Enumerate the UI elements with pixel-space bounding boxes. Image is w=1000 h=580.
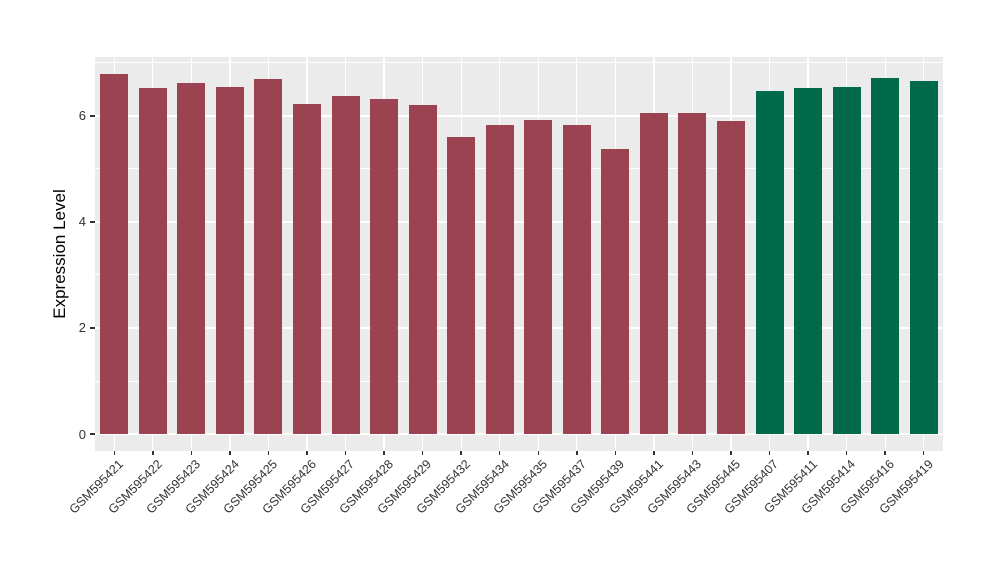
y-tick-mark — [90, 221, 95, 223]
x-tick-mark — [113, 451, 116, 455]
minor-gridline — [95, 62, 943, 64]
x-tick-mark — [152, 451, 154, 455]
x-tick-mark — [344, 451, 347, 455]
x-tick-mark — [922, 451, 925, 455]
minor-gridline — [95, 168, 943, 170]
major-gridline — [95, 221, 943, 223]
y-tick-label: 2 — [78, 320, 86, 336]
x-tick-mark — [691, 451, 694, 455]
bar-GSM595423 — [177, 82, 206, 435]
x-tick-mark — [383, 451, 385, 455]
bar-GSM595432 — [447, 136, 476, 435]
bar-GSM595435 — [524, 120, 553, 435]
bar-GSM595421 — [100, 73, 129, 435]
bar-GSM595437 — [562, 124, 591, 435]
y-tick-label: 4 — [78, 214, 86, 230]
x-tick-mark — [421, 451, 424, 455]
bar-GSM595445 — [717, 120, 745, 435]
bar-GSM595422 — [138, 88, 167, 435]
y-axis-title: Expression Level — [50, 189, 69, 319]
x-tick-mark — [730, 451, 732, 455]
y-tick-mark — [90, 327, 95, 329]
x-tick-mark — [653, 451, 655, 455]
x-tick-mark — [460, 451, 462, 455]
bar-GSM595441 — [639, 113, 668, 435]
bar-GSM595434 — [485, 125, 514, 435]
bar-GSM595414 — [832, 86, 861, 435]
x-tick-mark — [537, 451, 540, 455]
plot-panel — [95, 57, 943, 451]
bar-GSM595426 — [293, 104, 321, 435]
bar-GSM595439 — [601, 149, 630, 435]
x-tick-mark — [190, 451, 193, 455]
minor-gridline — [95, 380, 943, 382]
x-tick-mark — [576, 451, 578, 455]
y-tick-mark — [90, 115, 95, 117]
x-tick-mark — [845, 451, 848, 455]
bar-GSM595427 — [331, 95, 360, 435]
bar-GSM595428 — [370, 99, 399, 435]
y-tick-mark — [90, 433, 95, 435]
x-tick-mark — [807, 451, 809, 455]
minor-gridline — [95, 274, 943, 276]
x-tick-mark — [498, 451, 501, 455]
major-gridline — [95, 327, 943, 329]
x-tick-mark — [884, 451, 886, 455]
bar-GSM595429 — [408, 104, 437, 435]
x-tick-mark — [614, 451, 617, 455]
x-tick-mark — [229, 451, 231, 455]
bar-GSM595419 — [909, 81, 938, 435]
major-gridline — [95, 115, 943, 117]
y-tick-label: 0 — [78, 426, 86, 442]
x-tick-mark — [267, 451, 270, 455]
x-tick-mark — [306, 451, 308, 455]
major-gridline — [95, 433, 943, 435]
bar-GSM595411 — [794, 88, 823, 435]
bar-GSM595443 — [678, 112, 707, 435]
y-tick-label: 6 — [78, 108, 86, 124]
bar-GSM595425 — [254, 78, 283, 435]
bar-GSM595416 — [871, 77, 900, 435]
x-tick-mark — [768, 451, 771, 455]
bar-GSM595424 — [215, 86, 244, 435]
bar-GSM595407 — [755, 90, 784, 435]
